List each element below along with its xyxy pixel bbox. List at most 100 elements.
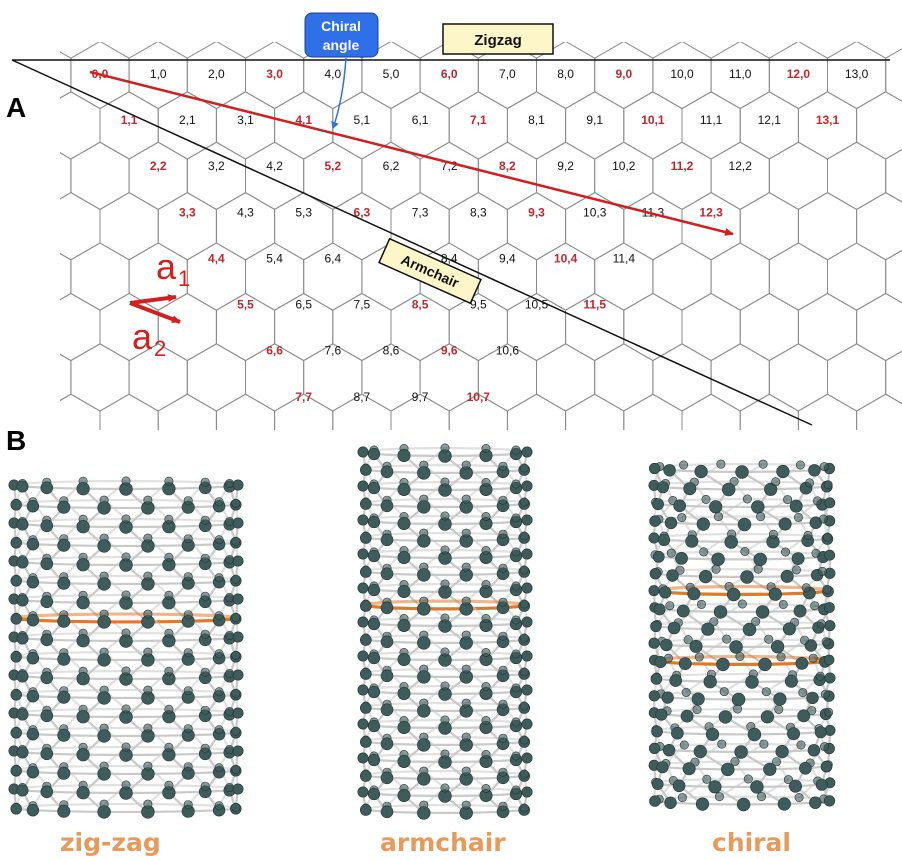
lattice-hexagon xyxy=(798,293,856,360)
lattice-hexagon xyxy=(857,193,902,260)
lattice-hexagon xyxy=(769,142,827,209)
lattice-hexagon xyxy=(769,344,827,411)
chiral-index-label: 7,0 xyxy=(499,67,516,81)
lattice-hexagon xyxy=(740,193,798,260)
lattice-hexagon xyxy=(187,142,245,209)
chiral-index-label: 12,3 xyxy=(699,205,723,219)
lattice-hexagon xyxy=(857,293,902,360)
chiral-index-label: 9,2 xyxy=(557,159,574,173)
chirality-lattice-diagram: 0,01,02,03,04,05,06,07,08,09,010,011,012… xyxy=(0,0,902,430)
lattice-hexagon xyxy=(537,142,595,209)
chiral-index-label: 8,2 xyxy=(499,159,516,173)
lattice-hexagon xyxy=(798,193,856,260)
lattice-hexagon xyxy=(158,394,216,430)
lattice-hexagon xyxy=(828,344,886,411)
lattice-hexagon xyxy=(624,193,682,260)
chiral-index-label: 10,2 xyxy=(612,159,636,173)
armchair-caption: armchair xyxy=(380,828,506,857)
hexagonal-lattice xyxy=(13,41,902,430)
chiral-index-label: 3,0 xyxy=(266,67,283,81)
chiral-index-label: 7,6 xyxy=(324,344,341,358)
chiral-index-label: 3,2 xyxy=(208,159,225,173)
lattice-hexagon xyxy=(216,193,274,260)
chiral-index-label: 5,2 xyxy=(324,159,341,173)
zigzag-label: Zigzag xyxy=(474,32,522,49)
lattice-hexagon xyxy=(129,142,187,209)
lattice-hexagon xyxy=(13,344,71,411)
chiral-index-label: 6,2 xyxy=(383,159,400,173)
chiral-index-label: 8,6 xyxy=(383,344,400,358)
lattice-hexagon xyxy=(537,344,595,411)
chiral-index-label: 9,4 xyxy=(499,252,516,266)
lattice-hexagon xyxy=(886,41,902,108)
lattice-hexagon xyxy=(13,243,71,310)
lattice-hexagon xyxy=(304,142,362,209)
chiral-index-label: 10,6 xyxy=(496,344,520,358)
chiral-index-label: 7,7 xyxy=(295,390,312,404)
chiral-index-label: 6,1 xyxy=(412,113,429,127)
lattice-hexagon xyxy=(595,344,653,411)
chiral-index-label: 10,4 xyxy=(554,252,578,266)
chiral-index-label: 13,0 xyxy=(845,67,869,81)
lattice-hexagon xyxy=(13,142,71,209)
lattice-hexagon xyxy=(566,394,624,430)
chiral-index-label: 8,5 xyxy=(412,298,429,312)
lattice-hexagon xyxy=(828,243,886,310)
lattice-hexagon xyxy=(187,344,245,411)
chiral-index-label: 3,1 xyxy=(237,113,254,127)
lattice-hexagon xyxy=(333,193,391,260)
chiral-caption: chiral xyxy=(712,828,791,857)
lattice-hexagon xyxy=(216,394,274,430)
chiral-index-label: 4,4 xyxy=(208,252,225,266)
chiral-index-label: 7,5 xyxy=(354,298,371,312)
armchair-label-box: Armchair xyxy=(379,239,481,303)
chiral-index-label: 9,3 xyxy=(528,205,545,219)
chiral-index-label: 13,1 xyxy=(816,113,840,127)
zigzag-label-box: Zigzag xyxy=(443,24,553,54)
lattice-hexagon xyxy=(711,142,769,209)
lattice-hexagon xyxy=(478,142,536,209)
chiral-index-label: 11,0 xyxy=(729,67,752,81)
zigzag-caption: zig-zag xyxy=(60,828,161,857)
chiral-index-label: 11,2 xyxy=(671,159,694,173)
lattice-hexagon xyxy=(42,92,100,159)
chiral-index-label: 8,0 xyxy=(557,67,574,81)
chiral-index-label: 6,5 xyxy=(295,298,312,312)
chiral-index-label: 10,1 xyxy=(641,113,665,127)
lattice-hexagon xyxy=(449,193,507,260)
chiral-index-label: 10,3 xyxy=(583,205,607,219)
chiral-index-label: 4,2 xyxy=(266,159,283,173)
chiral-index-label: 3,3 xyxy=(179,205,196,219)
lattice-hexagon xyxy=(886,142,902,209)
chiral-index-label: 6,0 xyxy=(441,67,458,81)
chiral-angle-callout: Chiral angle xyxy=(305,13,378,128)
lattice-hexagon xyxy=(42,293,100,360)
chiral-index-label: 12,2 xyxy=(729,159,753,173)
chiral-index-label: 8,3 xyxy=(470,205,487,219)
lattice-hexagon xyxy=(653,142,711,209)
chiral-index-label: 9,6 xyxy=(441,344,458,358)
nanotube-models xyxy=(0,430,902,825)
unit-vectors: a1 a2 xyxy=(130,246,190,361)
lattice-hexagon xyxy=(682,193,740,260)
lattice-hexagon xyxy=(740,394,798,430)
lattice-hexagon xyxy=(100,394,158,430)
chiral-index-label: 5,4 xyxy=(266,252,283,266)
chiral-index-label: 9,0 xyxy=(615,67,632,81)
chiral-index-label: 8,1 xyxy=(528,113,545,127)
lattice-hexagon xyxy=(13,41,71,108)
chiral-index-label: 11,4 xyxy=(613,252,636,266)
lattice-hexagon xyxy=(71,344,129,411)
chiral-nanotube-model xyxy=(649,460,835,811)
lattice-hexagon xyxy=(71,243,129,310)
lattice-hexagon xyxy=(158,293,216,360)
lattice-hexagon xyxy=(740,293,798,360)
chiral-index-label: 12,0 xyxy=(787,67,811,81)
chiral-index-label: 7,3 xyxy=(412,205,429,219)
chiral-index-label: 5,0 xyxy=(383,67,400,81)
lattice-hexagon xyxy=(100,193,158,260)
chiral-index-label: 8,7 xyxy=(354,390,371,404)
lattice-hexagon xyxy=(798,394,856,430)
chiral-angle-label-line1: Chiral xyxy=(321,18,361,34)
